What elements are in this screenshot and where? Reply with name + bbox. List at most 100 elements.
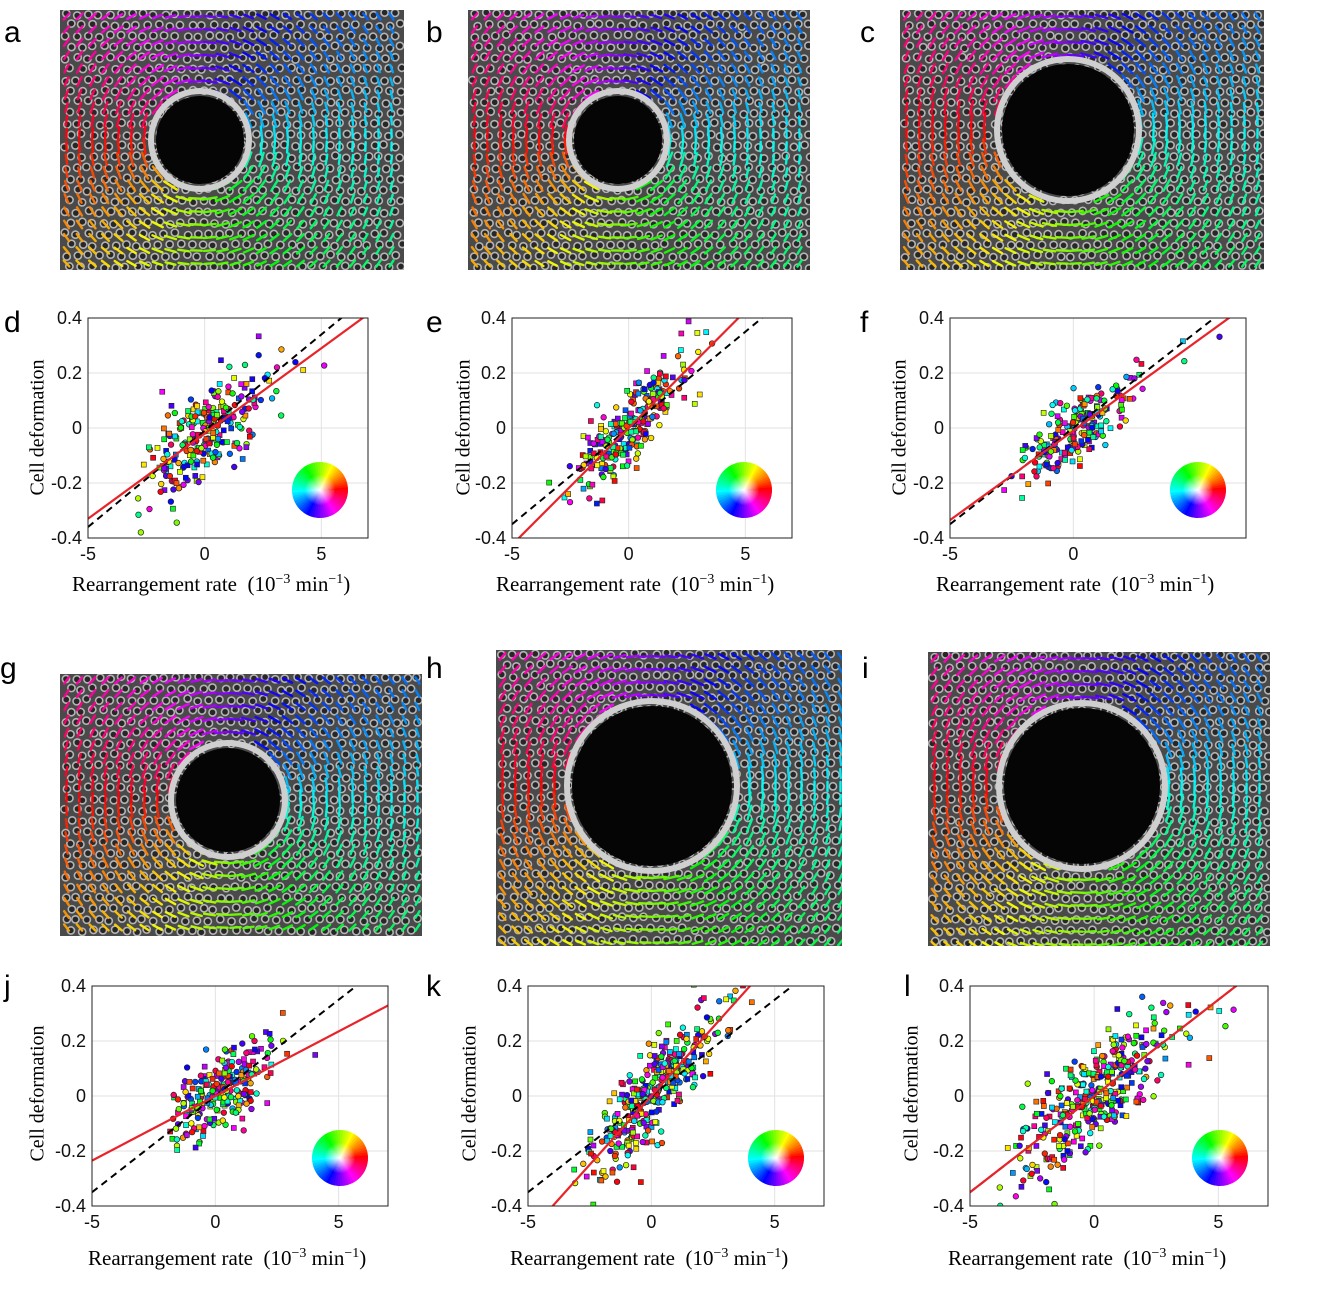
velocity-arrow	[903, 193, 910, 204]
velocity-arrow	[663, 233, 676, 242]
cell	[368, 32, 378, 42]
velocity-arrow	[362, 76, 369, 87]
velocity-arrow	[163, 52, 178, 59]
velocity-arrow	[1228, 206, 1235, 217]
velocity-arrow	[256, 13, 267, 20]
velocity-arrow	[75, 688, 84, 699]
cell	[176, 239, 186, 249]
velocity-arrow	[414, 910, 421, 919]
velocity-arrow	[535, 100, 544, 115]
velocity-arrow	[690, 75, 701, 88]
cell	[971, 217, 981, 227]
velocity-arrow	[1004, 260, 1017, 267]
cell	[306, 903, 316, 913]
velocity-arrow	[310, 192, 317, 205]
velocity-arrow	[308, 883, 319, 894]
velocity-arrow	[88, 714, 97, 725]
velocity-arrow	[703, 219, 714, 230]
velocity-arrow	[496, 37, 505, 48]
cell	[390, 10, 400, 18]
velocity-arrow	[717, 25, 726, 34]
cell	[1208, 31, 1218, 41]
velocity-arrow	[693, 125, 698, 142]
cell	[370, 229, 380, 239]
velocity-arrow	[141, 764, 148, 779]
velocity-arrow	[757, 219, 764, 230]
velocity-arrow	[571, 220, 586, 229]
cell	[787, 32, 796, 42]
cell	[67, 816, 77, 825]
cell	[82, 739, 92, 749]
velocity-arrow	[151, 39, 164, 46]
velocity-arrow	[1107, 193, 1122, 204]
cell	[329, 903, 339, 913]
cell	[395, 153, 404, 163]
velocity-arrow	[138, 206, 151, 217]
cell	[315, 162, 325, 172]
cell	[1220, 251, 1229, 261]
velocity-arrow	[336, 50, 343, 61]
cell	[329, 263, 339, 270]
cell	[922, 184, 932, 194]
velocity-arrow	[64, 765, 69, 778]
velocity-arrow	[310, 88, 317, 101]
cell	[539, 218, 549, 228]
velocity-arrow	[102, 739, 109, 752]
velocity-arrow	[690, 259, 701, 268]
velocity-arrow	[784, 154, 789, 165]
velocity-arrow	[176, 235, 191, 240]
cell	[804, 218, 810, 227]
velocity-arrow	[903, 63, 910, 74]
velocity-arrow	[176, 857, 191, 868]
cell	[130, 793, 140, 803]
velocity-arrow	[203, 925, 216, 930]
cell	[1006, 240, 1016, 250]
velocity-arrow	[268, 911, 281, 918]
velocity-arrow	[362, 50, 369, 61]
velocity-arrow	[376, 804, 381, 817]
velocity-arrow	[485, 101, 490, 114]
velocity-arrow	[229, 26, 242, 33]
velocity-arrow	[259, 138, 264, 155]
velocity-arrow	[637, 248, 650, 253]
velocity-arrow	[956, 139, 961, 154]
velocity-arrow	[733, 140, 736, 153]
velocity-arrow	[101, 688, 110, 699]
velocity-arrow	[690, 192, 701, 205]
velocity-arrow	[1255, 102, 1260, 113]
velocity-arrow	[522, 63, 531, 74]
velocity-arrow	[743, 12, 752, 21]
velocity-arrow	[296, 751, 305, 766]
velocity-arrow	[229, 234, 242, 241]
velocity-arrow	[348, 246, 357, 255]
velocity-arrow	[770, 206, 777, 217]
cell	[66, 151, 76, 161]
velocity-arrow	[496, 50, 505, 61]
velocity-arrow	[114, 910, 123, 919]
velocity-arrow	[271, 113, 278, 128]
velocity-arrow	[163, 180, 178, 191]
cell	[1115, 263, 1124, 270]
cell	[342, 239, 351, 249]
cell	[474, 242, 484, 251]
cell	[95, 717, 104, 727]
velocity-arrow	[242, 26, 255, 33]
velocity-arrow	[559, 247, 572, 254]
cell	[81, 162, 91, 172]
velocity-arrow	[281, 714, 294, 725]
velocity-arrow	[1150, 99, 1157, 116]
cell	[1070, 241, 1080, 251]
velocity-arrow	[388, 37, 395, 48]
velocity-arrow	[784, 102, 789, 113]
velocity-arrow	[415, 779, 420, 790]
velocity-arrow	[76, 714, 83, 725]
cell	[1109, 251, 1119, 261]
velocity-arrow	[1188, 192, 1197, 205]
velocity-arrow	[1228, 63, 1235, 74]
velocity-arrow	[322, 714, 331, 725]
velocity-arrow	[1174, 24, 1185, 35]
velocity-arrow	[1094, 38, 1109, 47]
cell	[390, 31, 400, 41]
velocity-arrow	[101, 896, 110, 907]
velocity-arrow	[88, 50, 97, 61]
